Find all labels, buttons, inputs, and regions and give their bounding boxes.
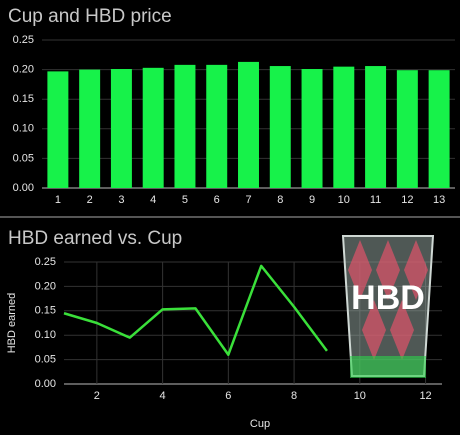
y-tick-label: 0.10 xyxy=(35,329,56,341)
glass-base xyxy=(350,356,426,378)
y-tick-label: 0.15 xyxy=(13,93,34,105)
bar xyxy=(238,61,259,188)
bar xyxy=(301,69,323,188)
y-tick-label: 0.20 xyxy=(35,280,56,292)
bar xyxy=(142,67,164,188)
bar xyxy=(110,69,132,188)
glass-pattern xyxy=(348,240,428,360)
glass-label: HBD xyxy=(351,279,425,317)
y-axis-label: HBD earned xyxy=(6,293,18,354)
chart-title: Cup and HBD price xyxy=(8,6,172,27)
y-tick-label: 0.05 xyxy=(13,152,34,164)
bar xyxy=(47,71,69,188)
x-tick-label: 9 xyxy=(309,194,315,206)
bar xyxy=(428,70,450,188)
x-tick-label: 12 xyxy=(401,194,413,206)
x-tick-label: 7 xyxy=(245,194,251,206)
bar xyxy=(206,64,228,188)
chart-title: HBD earned vs. Cup xyxy=(8,228,182,249)
x-tick-label: 10 xyxy=(338,194,350,206)
x-tick-label: 2 xyxy=(94,390,100,402)
glass-image: HBD xyxy=(341,235,435,378)
y-tick-label: 0.25 xyxy=(35,256,56,268)
x-tick-label: 11 xyxy=(370,194,381,206)
x-tick-label: 1 xyxy=(55,194,61,206)
bar xyxy=(269,66,291,188)
x-tick-label: 5 xyxy=(182,194,188,206)
bar xyxy=(79,69,101,188)
x-tick-label: 8 xyxy=(277,194,283,206)
bar xyxy=(333,66,355,188)
x-tick-label: 6 xyxy=(214,194,220,206)
line xyxy=(63,264,328,356)
x-axis-label: Cup xyxy=(250,418,270,430)
y-tick-label: 0.20 xyxy=(13,64,34,76)
x-tick-label: 8 xyxy=(291,390,297,402)
y-tick-label: 0.25 xyxy=(13,34,34,46)
y-tick-label: 0.10 xyxy=(13,123,34,135)
x-tick-label: 10 xyxy=(354,390,366,402)
y-tick-label: 0.00 xyxy=(35,378,56,390)
x-tick-label: 13 xyxy=(433,194,445,206)
bar xyxy=(174,64,196,188)
x-tick-label: 4 xyxy=(150,194,156,206)
bar xyxy=(365,66,387,188)
x-tick-label: 6 xyxy=(225,390,231,402)
x-tick-label: 2 xyxy=(87,194,93,206)
y-tick-label: 0.15 xyxy=(35,305,56,317)
x-tick-label: 12 xyxy=(419,390,431,402)
bar xyxy=(396,70,418,188)
x-tick-label: 3 xyxy=(118,194,124,206)
y-tick-label: 0.00 xyxy=(13,182,34,194)
y-tick-label: 0.05 xyxy=(35,354,56,366)
x-tick-label: 4 xyxy=(160,390,166,402)
